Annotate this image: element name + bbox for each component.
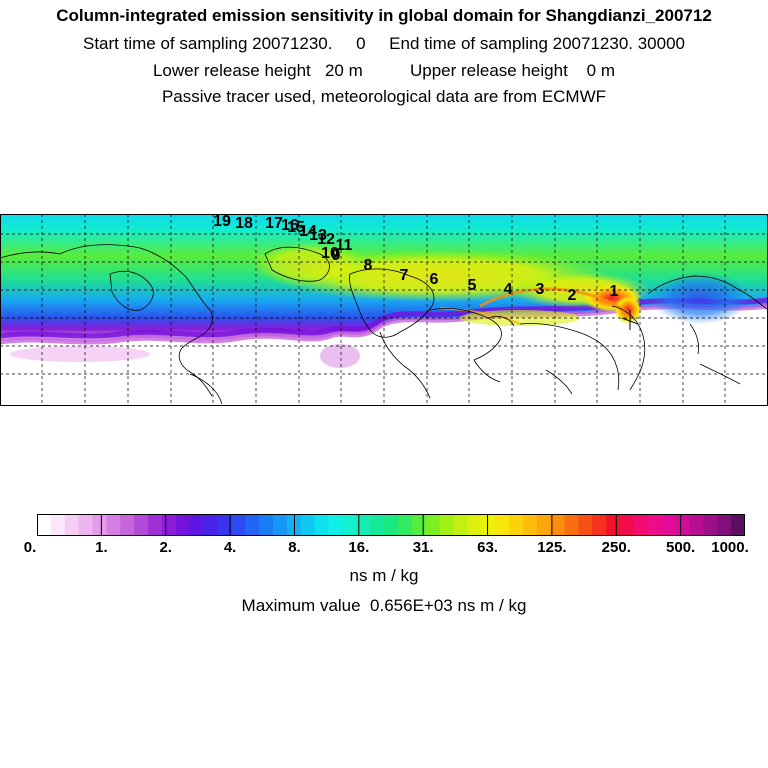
colorbar-swatch xyxy=(495,514,510,536)
colorbar-swatch xyxy=(161,514,177,536)
colorbar-swatch xyxy=(439,514,454,536)
trajectory-label: 17 xyxy=(265,215,283,232)
maximum-value-label: Maximum value 0.656E+03 ns m / kg xyxy=(241,596,527,615)
trajectory-label: 1 xyxy=(610,283,619,300)
colorbar-tick-label: 31. xyxy=(412,539,434,556)
colorbar-swatch xyxy=(425,514,441,536)
colorbar-swatch xyxy=(647,514,663,536)
colorbar-swatch xyxy=(592,514,607,536)
colorbar-swatch xyxy=(467,514,482,536)
trajectory-label: 16 xyxy=(281,217,299,234)
colorbar-swatch xyxy=(731,514,746,536)
colorbar-swatch xyxy=(675,514,690,536)
colorbar-swatch xyxy=(245,514,260,536)
colorbar-swatch xyxy=(50,514,66,536)
colorbar-swatch xyxy=(120,514,135,536)
colorbar-swatch xyxy=(370,514,385,536)
colorbar-swatch xyxy=(564,514,579,536)
colorbar-tick-label: 63. xyxy=(477,539,498,556)
colorbar-swatch xyxy=(522,514,538,536)
colorbar-swatch xyxy=(148,514,163,536)
colorbar-tick-label: 1. xyxy=(95,539,108,556)
trajectory-label: 18 xyxy=(235,215,253,232)
colorbar-tick-label: 2. xyxy=(159,539,172,556)
release-site-marker xyxy=(621,310,639,330)
colorbar-swatch xyxy=(633,514,649,536)
trajectory-label: 7 xyxy=(400,267,409,284)
trajectory-label: 8 xyxy=(364,257,373,274)
colorbar-swatch xyxy=(203,514,218,536)
tracer-info-line: Passive tracer used, meteorological data… xyxy=(161,87,607,106)
trajectory-label: 5 xyxy=(468,277,477,294)
colorbar-swatch xyxy=(175,514,191,536)
colorbar-swatch xyxy=(314,514,330,536)
colorbar-swatch xyxy=(384,514,399,536)
colorbar-swatch xyxy=(259,514,274,536)
release-height-line: Lower release height 20 m Upper release … xyxy=(152,61,616,80)
colorbar-swatch xyxy=(509,514,524,536)
trajectory-label: 2 xyxy=(568,287,577,304)
colorbar-swatch xyxy=(411,514,427,536)
colorbar-frame xyxy=(37,514,745,536)
colorbar-swatch xyxy=(342,514,357,536)
colorbar-swatch xyxy=(481,514,496,536)
colorbar-swatch xyxy=(217,514,232,536)
colorbar-swatch xyxy=(453,514,468,536)
colorbar-swatch xyxy=(550,514,566,536)
colorbar-swatch xyxy=(78,514,94,536)
colorbar-swatch xyxy=(620,514,635,536)
colorbar-swatch xyxy=(106,514,121,536)
colorbar-swatch xyxy=(397,514,413,536)
colorbar-tick-label: 1000. xyxy=(711,539,749,556)
colorbar-swatch xyxy=(92,514,107,536)
colorbar-swatch xyxy=(703,514,718,536)
colorbar-swatch xyxy=(300,514,316,536)
colorbar-swatch xyxy=(356,514,371,536)
trajectory-label: 19 xyxy=(213,214,231,230)
trajectory-label: 10 xyxy=(321,245,339,262)
trajectory-label: 14 xyxy=(299,223,317,240)
colorbar-swatch xyxy=(231,514,246,536)
colorbar-tick-label: 250. xyxy=(601,539,631,556)
trajectory-label: 3 xyxy=(536,281,545,298)
trajectory-label: 4 xyxy=(504,281,513,298)
colorbar xyxy=(37,514,746,536)
colorbar-swatch xyxy=(578,514,593,536)
colorbar-swatch xyxy=(328,514,343,536)
trajectory-label: 13 xyxy=(309,227,327,244)
colorbar-tick-label: 8. xyxy=(288,539,301,556)
trajectory-label: 6 xyxy=(430,271,439,288)
trajectory-label: 15 xyxy=(287,219,305,236)
colorbar-swatch xyxy=(606,514,621,536)
colorbar-swatch xyxy=(273,514,288,536)
colorbar-swatch xyxy=(536,514,552,536)
trajectory-label: 9 xyxy=(332,247,341,264)
colorbar-swatch xyxy=(717,514,732,536)
sampling-time-line: Start time of sampling 20071230. 0 End t… xyxy=(83,34,685,53)
colorbar-tick-label: 0. xyxy=(23,539,37,556)
colorbar-swatch xyxy=(37,514,52,536)
colorbar-swatch xyxy=(134,514,149,536)
plot-title: Column-integrated emission sensitivity i… xyxy=(56,6,712,25)
trajectory-label: 12 xyxy=(317,231,335,248)
trajectory-label: 11 xyxy=(336,237,353,254)
colorbar-unit: ns m / kg xyxy=(349,566,419,585)
colorbar-swatches xyxy=(37,514,746,536)
colorbar-tick-label: 4. xyxy=(223,539,237,556)
colorbar-swatch xyxy=(689,514,704,536)
colorbar-swatch xyxy=(64,514,80,536)
colorbar-tick-label: 16. xyxy=(348,539,370,556)
colorbar-tick-label: 500. xyxy=(666,539,696,556)
colorbar-tick-label: 125. xyxy=(537,539,567,556)
colorbar-swatch xyxy=(189,514,205,536)
colorbar-swatch xyxy=(661,514,677,536)
